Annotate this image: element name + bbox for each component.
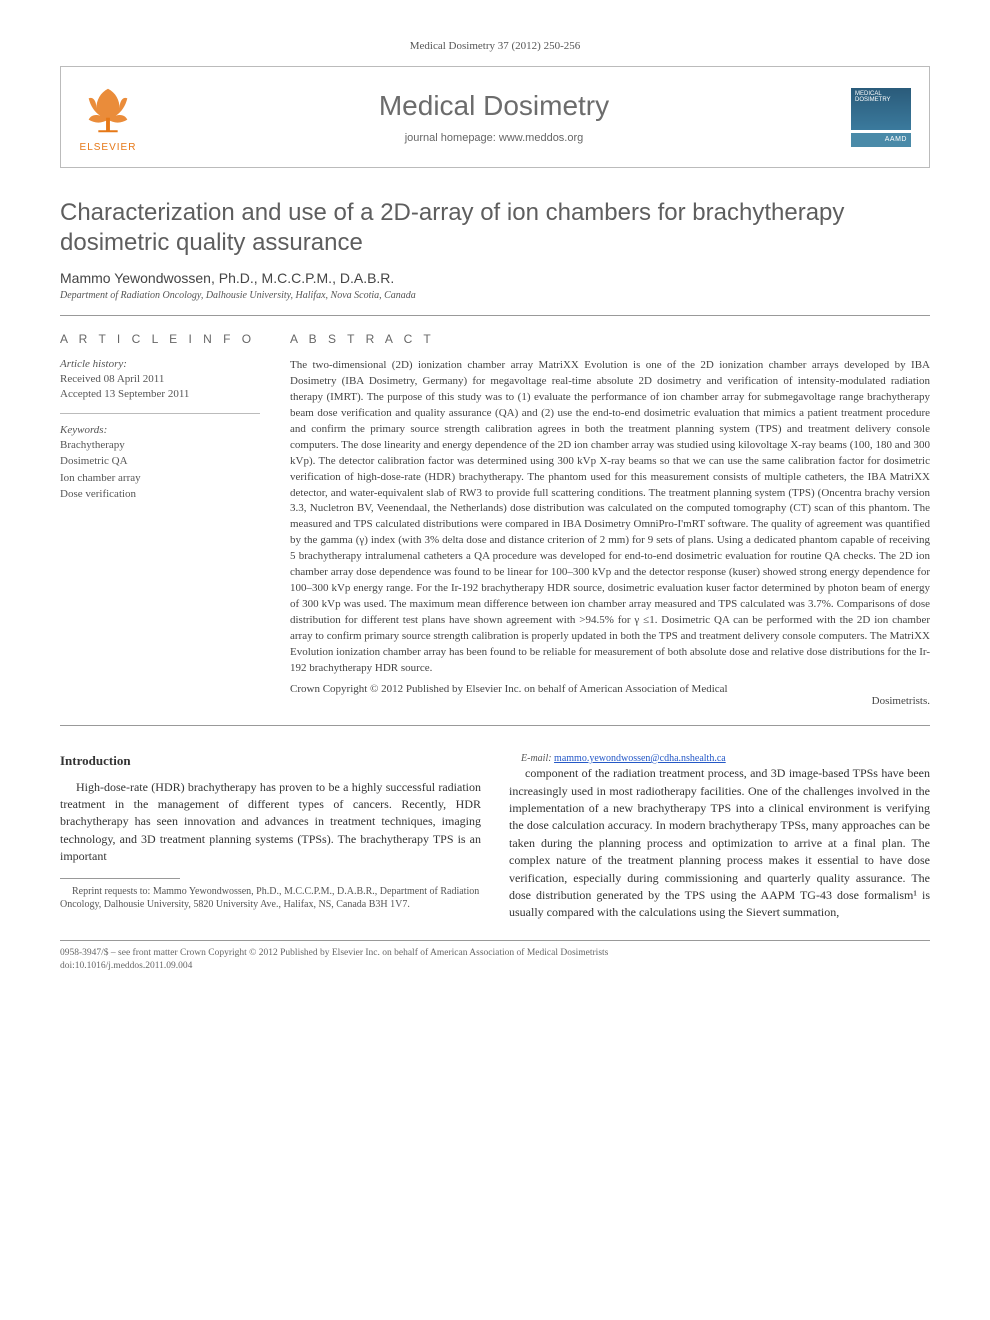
reprint-footnote: Reprint requests to: Mammo Yewondwossen,…: [60, 885, 481, 912]
info-abstract-row: A R T I C L E I N F O Article history: R…: [60, 315, 930, 726]
email-footnote: E-mail: mammo.yewondwossen@cdha.nshealth…: [509, 752, 930, 766]
journal-homepage[interactable]: journal homepage: www.meddos.org: [137, 132, 851, 144]
email-label: E-mail:: [521, 753, 552, 764]
intro-paragraph-1: High-dose-rate (HDR) brachytherapy has p…: [60, 779, 481, 866]
authors: Mammo Yewondwossen, Ph.D., M.C.C.P.M., D…: [60, 270, 930, 286]
running-head: Medical Dosimetry 37 (2012) 250-256: [60, 40, 930, 52]
footer-doi: doi:10.1016/j.meddos.2011.09.004: [60, 960, 930, 973]
journal-cover-icon: [851, 88, 911, 130]
cover-badges: AAMD: [851, 88, 911, 147]
abstract-text: The two-dimensional (2D) ionization cham…: [290, 358, 930, 677]
journal-title-block: Medical Dosimetry journal homepage: www.…: [137, 90, 851, 144]
elsevier-logo: ELSEVIER: [79, 81, 137, 153]
keyword: Dose verification: [60, 487, 260, 502]
aamd-badge: AAMD: [851, 133, 911, 147]
keyword: Ion chamber array: [60, 471, 260, 486]
journal-title: Medical Dosimetry: [137, 90, 851, 122]
article-title: Characterization and use of a 2D-array o…: [60, 198, 930, 258]
elsevier-label: ELSEVIER: [80, 142, 137, 153]
article-history-block: Article history: Received 08 April 2011 …: [60, 358, 260, 414]
abstract-column: A B S T R A C T The two-dimensional (2D)…: [290, 332, 930, 707]
introduction-heading: Introduction: [60, 752, 481, 771]
history-label: Article history:: [60, 358, 260, 370]
footnote-rule: [60, 878, 180, 879]
article-info-column: A R T I C L E I N F O Article history: R…: [60, 332, 260, 707]
keyword: Brachytherapy: [60, 438, 260, 453]
keywords-block: Keywords: Brachytherapy Dosimetric QA Io…: [60, 424, 260, 503]
affiliation: Department of Radiation Oncology, Dalhou…: [60, 290, 930, 301]
intro-paragraph-2: component of the radiation treatment pro…: [509, 765, 930, 922]
article-info-heading: A R T I C L E I N F O: [60, 332, 260, 346]
aamd-label: AAMD: [885, 136, 907, 143]
keyword: Dosimetric QA: [60, 454, 260, 469]
page-footer: 0958-3947/$ – see front matter Crown Cop…: [60, 940, 930, 973]
received-line: Received 08 April 2011: [60, 372, 260, 387]
tree-icon: [79, 81, 137, 139]
abstract-copyright-1: Crown Copyright © 2012 Published by Else…: [290, 683, 930, 695]
footer-line-1: 0958-3947/$ – see front matter Crown Cop…: [60, 947, 930, 960]
journal-masthead: ELSEVIER Medical Dosimetry journal homep…: [60, 66, 930, 168]
keywords-label: Keywords:: [60, 424, 260, 436]
accepted-line: Accepted 13 September 2011: [60, 387, 260, 402]
abstract-copyright-2: Dosimetrists.: [290, 695, 930, 707]
email-link[interactable]: mammo.yewondwossen@cdha.nshealth.ca: [554, 753, 726, 764]
body-columns: Introduction High-dose-rate (HDR) brachy…: [60, 752, 930, 922]
abstract-heading: A B S T R A C T: [290, 332, 930, 346]
